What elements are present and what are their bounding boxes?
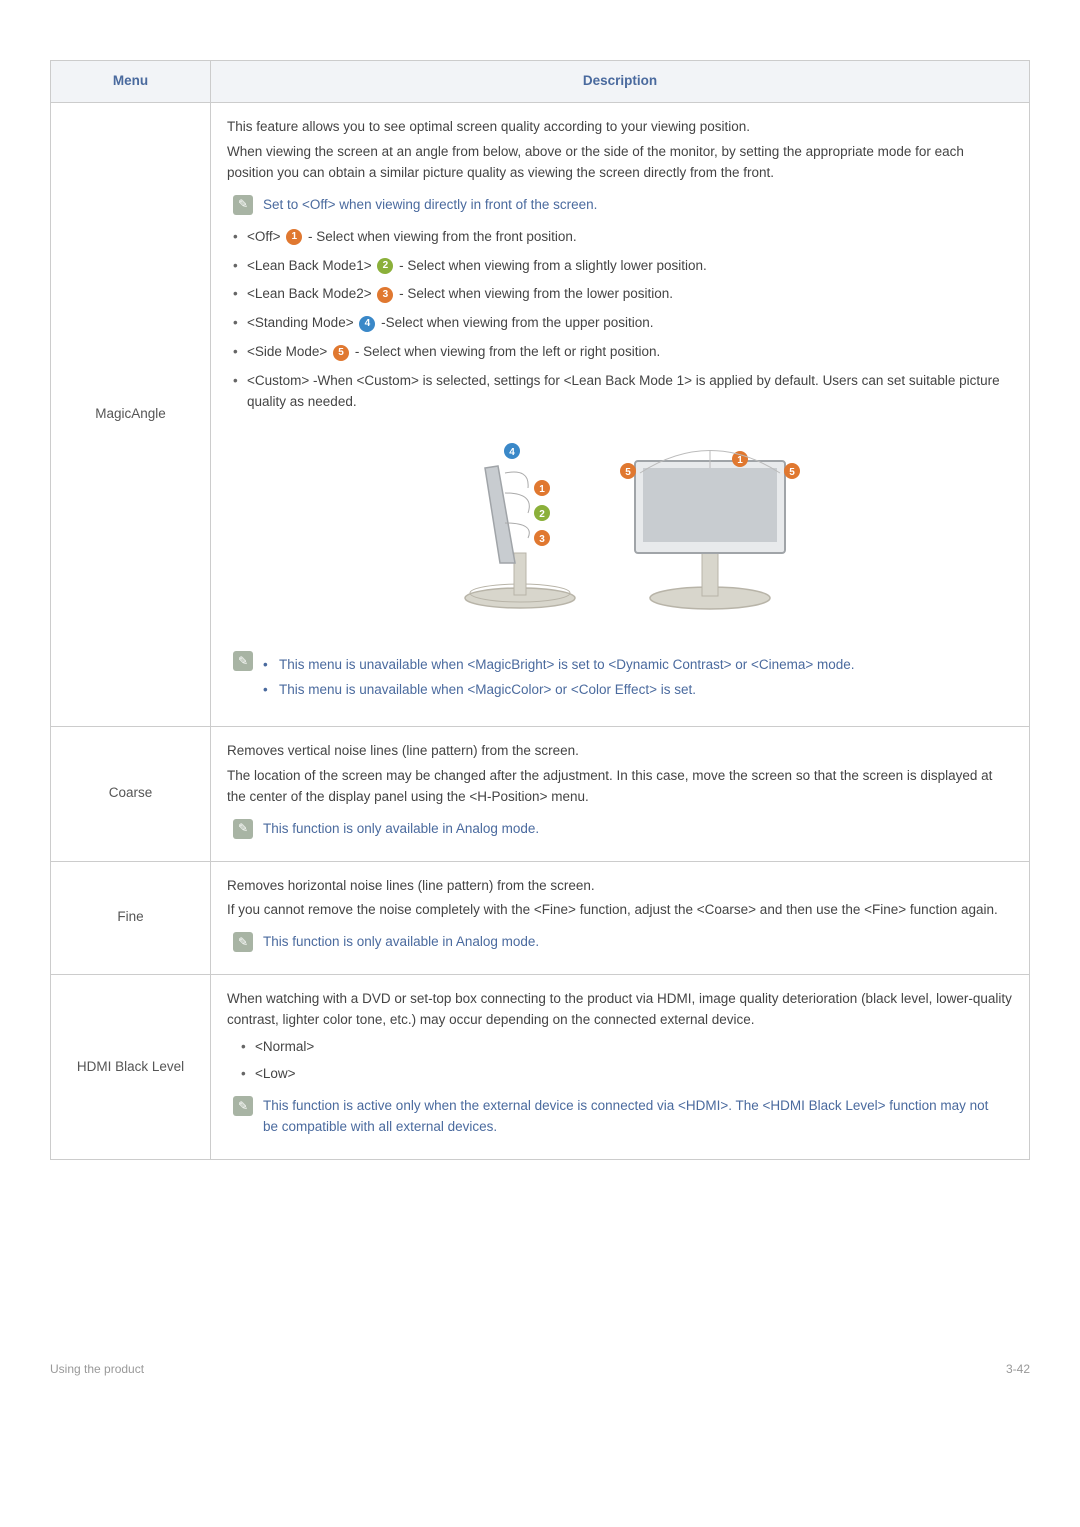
list-item: <Off> 1 - Select when viewing from the f… (227, 227, 1013, 248)
list-item: <Low> (227, 1064, 1013, 1085)
circle-1-icon: 1 (286, 229, 302, 245)
svg-text:5: 5 (625, 467, 631, 478)
menu-name: MagicAngle (51, 102, 211, 726)
paragraph: Removes horizontal noise lines (line pat… (227, 876, 1013, 897)
menu-name: Coarse (51, 726, 211, 861)
table-row: Fine Removes horizontal noise lines (lin… (51, 861, 1030, 975)
list-item: <Lean Back Mode1> 2 - Select when viewin… (227, 256, 1013, 277)
description-cell: Removes vertical noise lines (line patte… (211, 726, 1030, 861)
option-list: <Normal> <Low> (227, 1037, 1013, 1085)
note-box: This function is active only when the ex… (227, 1093, 1013, 1141)
list-item: <Normal> (227, 1037, 1013, 1058)
svg-text:3: 3 (539, 534, 545, 545)
note-box: This menu is unavailable when <MagicBrig… (227, 648, 1013, 708)
note-text: This menu is unavailable when <MagicBrig… (263, 651, 1007, 705)
paragraph: This feature allows you to see optimal s… (227, 117, 1013, 138)
svg-text:5: 5 (789, 467, 795, 478)
note-icon (233, 819, 253, 839)
note-text: This function is only available in Analo… (263, 932, 1007, 953)
diagram-svg: 1 2 3 4 (410, 433, 830, 623)
description-cell: Removes horizontal noise lines (line pat… (211, 861, 1030, 975)
list-item: <Custom> -When <Custom> is selected, set… (227, 371, 1013, 413)
note-icon (233, 932, 253, 952)
description-cell: When watching with a DVD or set-top box … (211, 975, 1030, 1160)
list-item: <Standing Mode> 4 -Select when viewing f… (227, 313, 1013, 334)
note-box: This function is only available in Analo… (227, 929, 1013, 956)
note-item: This menu is unavailable when <MagicColo… (263, 680, 1007, 701)
svg-text:2: 2 (539, 509, 545, 520)
page-footer: Using the product 3-42 (50, 1360, 1030, 1379)
note-text: This function is only available in Analo… (263, 819, 1007, 840)
paragraph: The location of the screen may be change… (227, 766, 1013, 808)
circle-4-icon: 4 (359, 316, 375, 332)
menu-description-table: Menu Description MagicAngle This feature… (50, 60, 1030, 1160)
description-cell: This feature allows you to see optimal s… (211, 102, 1030, 726)
paragraph: If you cannot remove the noise completel… (227, 900, 1013, 921)
option-list: <Off> 1 - Select when viewing from the f… (227, 227, 1013, 413)
list-item: <Side Mode> 5 - Select when viewing from… (227, 342, 1013, 363)
paragraph: When viewing the screen at an angle from… (227, 142, 1013, 184)
svg-text:4: 4 (509, 447, 515, 458)
table-row: MagicAngle This feature allows you to se… (51, 102, 1030, 726)
note-box: Set to <Off> when viewing directly in fr… (227, 192, 1013, 219)
table-row: Coarse Removes vertical noise lines (lin… (51, 726, 1030, 861)
note-icon (233, 1096, 253, 1116)
magicangle-diagram: 1 2 3 4 (227, 433, 1013, 630)
footer-left: Using the product (50, 1360, 144, 1379)
list-item: <Lean Back Mode2> 3 - Select when viewin… (227, 284, 1013, 305)
menu-name: Fine (51, 861, 211, 975)
svg-text:1: 1 (737, 455, 743, 466)
note-box: This function is only available in Analo… (227, 816, 1013, 843)
note-icon (233, 651, 253, 671)
note-text: This function is active only when the ex… (263, 1096, 1007, 1138)
menu-name: HDMI Black Level (51, 975, 211, 1160)
circle-3-icon: 3 (377, 287, 393, 303)
footer-right: 3-42 (1006, 1360, 1030, 1379)
note-icon (233, 195, 253, 215)
table-row: HDMI Black Level When watching with a DV… (51, 975, 1030, 1160)
paragraph: Removes vertical noise lines (line patte… (227, 741, 1013, 762)
note-text: Set to <Off> when viewing directly in fr… (263, 195, 1007, 216)
header-menu: Menu (51, 61, 211, 103)
note-item: This menu is unavailable when <MagicBrig… (263, 655, 1007, 676)
circle-5-icon: 5 (333, 345, 349, 361)
circle-2-icon: 2 (377, 258, 393, 274)
svg-text:1: 1 (539, 484, 545, 495)
header-description: Description (211, 61, 1030, 103)
paragraph: When watching with a DVD or set-top box … (227, 989, 1013, 1031)
